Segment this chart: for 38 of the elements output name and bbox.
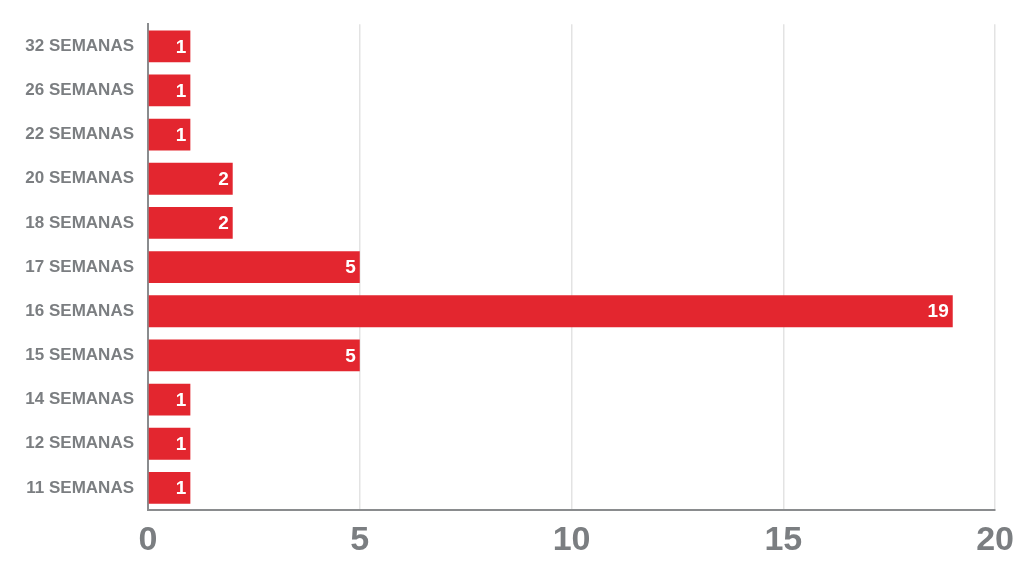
data-label: 1: [175, 79, 187, 101]
data-label: 1: [175, 477, 187, 499]
data-label: 2: [218, 168, 229, 190]
y-tick-label: 16 SEMANAS: [25, 300, 134, 320]
y-tick-label: 11 SEMANAS: [26, 477, 134, 497]
bar: [148, 74, 191, 107]
bar: [148, 30, 191, 63]
bar: [148, 251, 360, 283]
y-tick-label: 20 SEMANAS: [25, 168, 134, 188]
y-tick-label: 12 SEMANAS: [25, 433, 134, 453]
x-tick-label: 0: [138, 518, 158, 557]
data-label: 1: [175, 35, 187, 57]
data-label: 1: [175, 388, 187, 410]
bar: [148, 118, 191, 151]
data-label: 19: [927, 300, 949, 322]
data-label: 5: [345, 256, 357, 278]
y-tick-label: 18 SEMANAS: [25, 212, 134, 232]
y-tick-label: 32 SEMANAS: [25, 35, 134, 55]
data-label: 1: [175, 432, 187, 454]
bar: [148, 295, 953, 328]
x-tick-label: 5: [350, 518, 370, 557]
bar: [148, 427, 191, 460]
data-label: 1: [175, 123, 187, 145]
y-tick-label: 17 SEMANAS: [25, 256, 134, 276]
bar: [148, 339, 360, 372]
x-tick-label: 20: [976, 518, 1014, 557]
data-label: 5: [345, 344, 357, 366]
y-tick-label: 22 SEMANAS: [25, 124, 134, 144]
x-tick-label: 15: [764, 518, 803, 557]
bar: [148, 162, 233, 195]
y-tick-label: 26 SEMANAS: [25, 80, 134, 100]
y-tick-label: 14 SEMANAS: [25, 389, 134, 409]
x-tick-label: 10: [552, 518, 591, 557]
bar: [148, 207, 233, 239]
data-label: 2: [218, 212, 229, 234]
y-tick-label: 15 SEMANAS: [25, 345, 134, 365]
bar: [148, 383, 191, 416]
bar: [148, 472, 191, 504]
